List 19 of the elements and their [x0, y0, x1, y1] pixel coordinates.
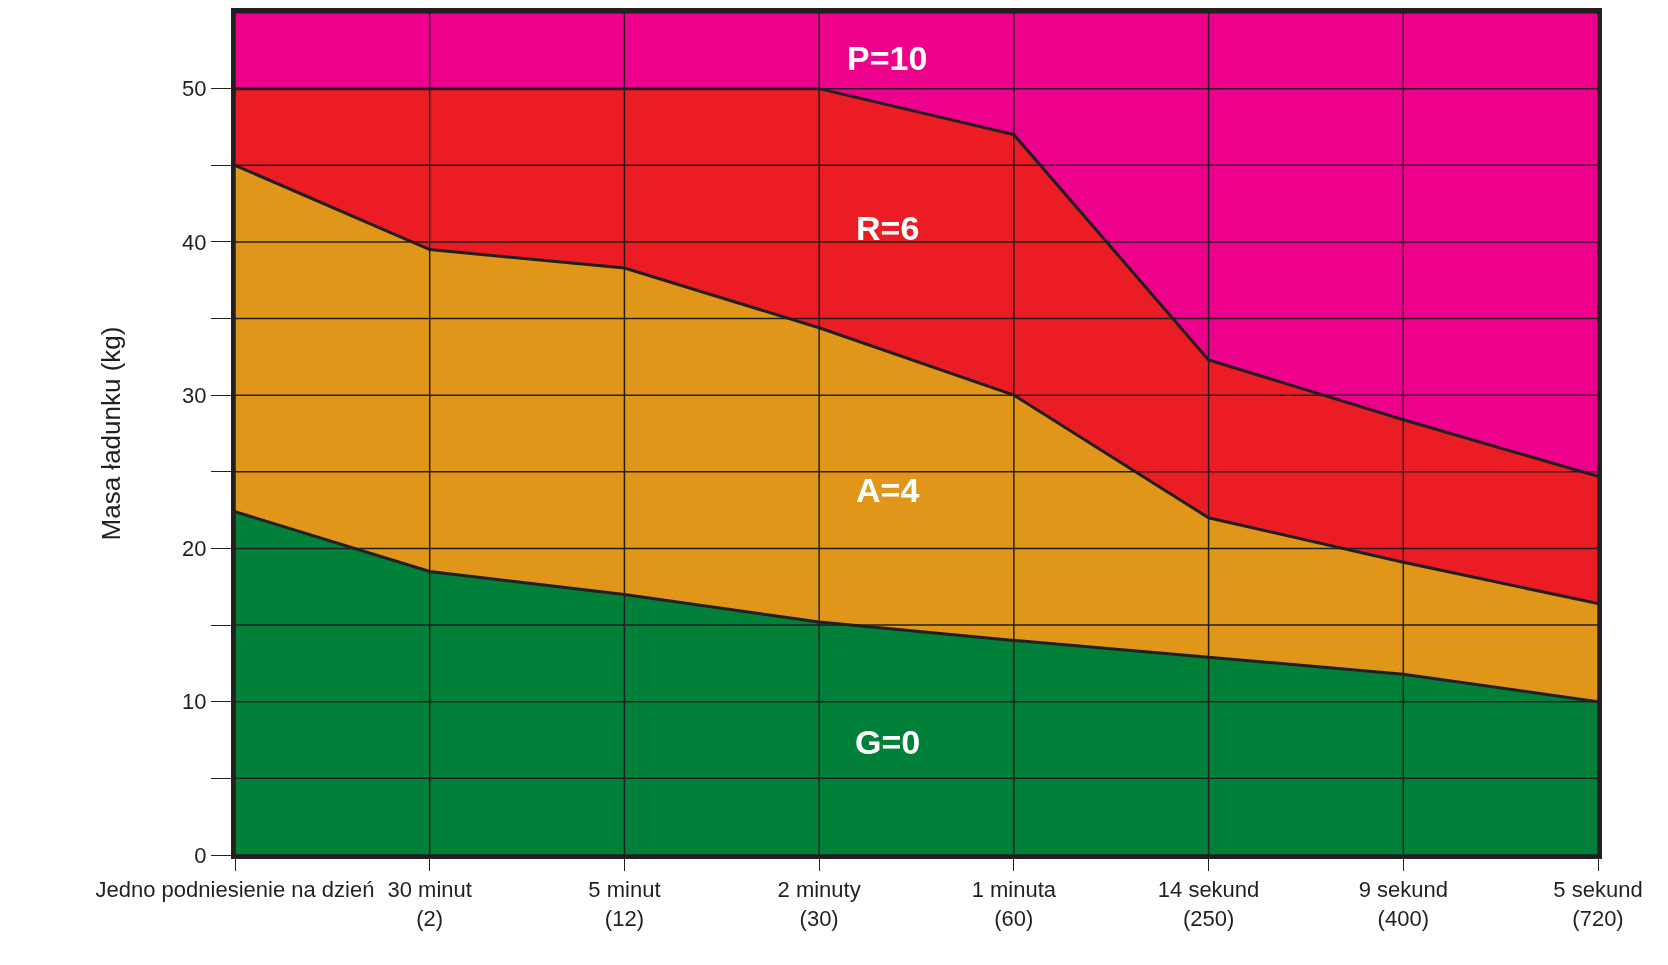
- y-tick-label: 40: [182, 229, 207, 255]
- x-tick-label: Jedno podniesienie na dzień: [95, 877, 375, 903]
- y-tick-label: 0: [194, 842, 207, 868]
- x-tick-label: 2 minuty (30): [777, 877, 861, 931]
- x-tick-label: 9 sekund (400): [1358, 877, 1448, 931]
- y-tick-label: 20: [182, 536, 207, 562]
- y-axis-title: Masa ładunku (kg): [96, 326, 127, 541]
- y-tick-label: 10: [182, 689, 207, 715]
- series-label: R=6: [856, 209, 920, 247]
- x-tick-label: 14 sekund (250): [1157, 877, 1260, 931]
- series-label: G=0: [855, 723, 921, 761]
- x-tick-label: 5 minut (12): [588, 877, 661, 931]
- x-tick-label: 1 minuta (60): [971, 877, 1057, 931]
- series-label: A=4: [856, 471, 920, 509]
- y-tick-label: 50: [182, 76, 207, 102]
- series-label: P=10: [847, 39, 928, 77]
- x-tick-label: 30 minut (2): [387, 877, 472, 931]
- x-tick-label: 5 sekund (720): [1553, 877, 1643, 931]
- y-tick-label: 30: [182, 382, 207, 408]
